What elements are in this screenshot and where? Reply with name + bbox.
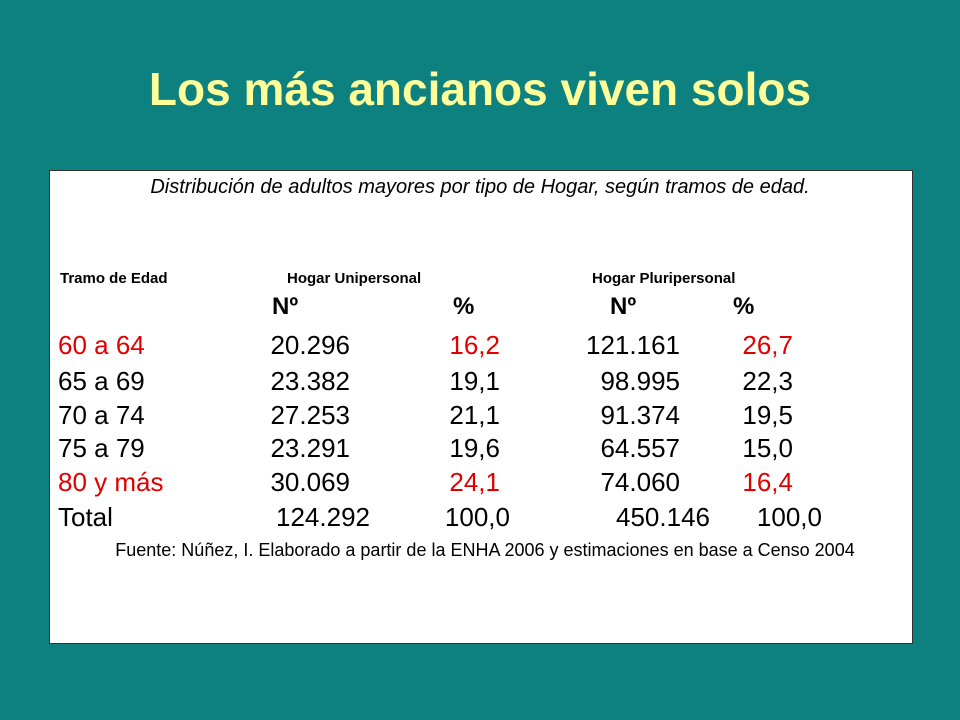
group-header: Hogar Unipersonal — [287, 270, 422, 287]
table-cell: 19,6 — [449, 433, 500, 463]
table-cell: 23.291 — [270, 433, 350, 463]
table-cell: 450.146 — [616, 502, 710, 532]
table-cell: 19,1 — [449, 366, 500, 396]
table-cell: 16,2 — [449, 330, 500, 360]
row-label: Total — [58, 502, 113, 532]
table-cell: 23.382 — [270, 366, 350, 396]
group-header: Hogar Pluripersonal — [592, 270, 736, 287]
table-cell: 24,1 — [449, 467, 500, 497]
sub-header: % — [453, 293, 475, 320]
sub-header: Nº — [610, 293, 637, 320]
row-label: 60 a 64 — [58, 330, 145, 360]
table-cell: 21,1 — [449, 400, 500, 430]
table-cell: 15,0 — [742, 433, 793, 463]
table-cell: 30.069 — [270, 467, 350, 497]
table-cell: 100,0 — [444, 502, 510, 532]
group-header: Tramo de Edad — [60, 270, 168, 287]
table-cell: 19,5 — [742, 400, 793, 430]
table-cell: 74.060 — [600, 467, 680, 497]
sub-header: Nº — [272, 293, 299, 320]
table-cell: 27.253 — [270, 400, 350, 430]
table-cell: 64.557 — [600, 433, 680, 463]
table-cell: 121.161 — [586, 330, 680, 360]
table-cell: 26,7 — [742, 330, 793, 360]
source-note: Fuente: Núñez, I. Elaborado a partir de … — [115, 540, 855, 560]
sub-header: % — [733, 293, 755, 320]
row-label: 70 a 74 — [58, 400, 145, 430]
table-cell: 124.292 — [276, 502, 370, 532]
row-label: 75 a 79 — [58, 433, 145, 463]
table-cell: 20.296 — [270, 330, 350, 360]
table-cell: 22,3 — [742, 366, 793, 396]
slide-title: Los más ancianos viven solos — [148, 63, 812, 115]
table-cell: 98.995 — [600, 366, 680, 396]
table-cell: 16,4 — [742, 467, 793, 497]
subtitle: Distribución de adultos mayores por tipo… — [150, 176, 810, 198]
table-cell: 91.374 — [600, 400, 680, 430]
table-cell: 100,0 — [756, 502, 822, 532]
content-box — [49, 170, 913, 644]
row-label: 80 y más — [58, 467, 164, 497]
row-label: 65 a 69 — [58, 366, 145, 396]
